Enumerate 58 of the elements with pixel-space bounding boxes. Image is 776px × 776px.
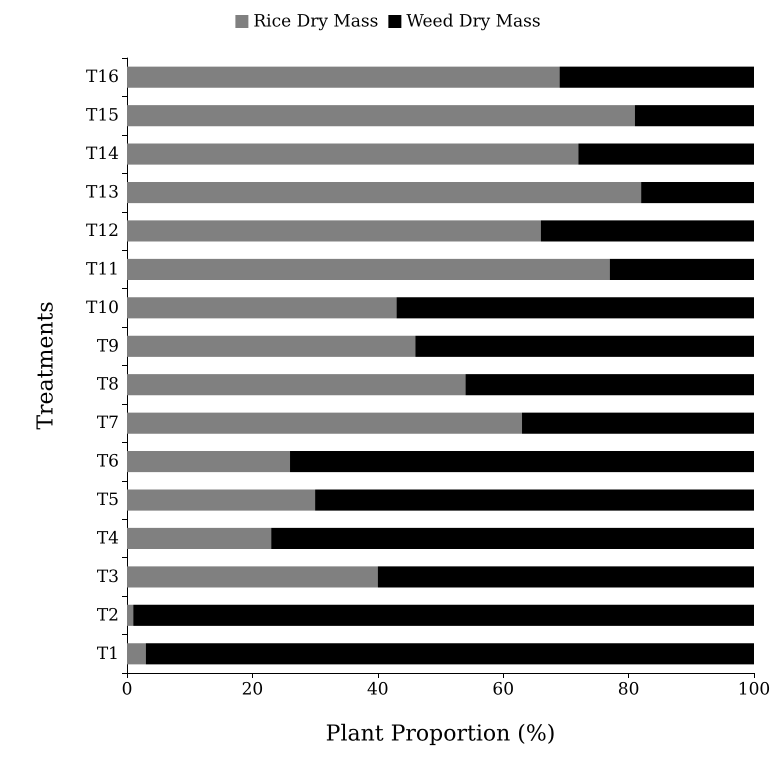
bar [641,182,754,204]
bar [271,528,754,550]
x-tick-label: 100 [738,680,770,700]
y-tick-label: T14 [86,144,119,164]
bar [127,66,560,88]
bar [610,258,754,280]
y-tick-label: T16 [86,67,119,88]
y-tick-label: T15 [86,106,119,126]
x-tick-label: 20 [242,680,264,700]
bar [127,566,378,588]
y-tick-label: T2 [96,605,119,626]
bar [634,105,754,126]
y-tick-label: T13 [86,182,119,203]
bar [127,297,397,318]
bar [127,258,610,280]
y-tick-label: T10 [86,298,119,318]
bar [127,336,416,357]
bar [290,451,754,472]
bar [127,643,146,664]
bar [560,66,754,88]
bar [127,220,541,242]
bar [127,451,290,472]
bar [146,643,754,664]
x-tick-label: 80 [618,680,640,700]
y-axis-title: Treatments [34,301,58,430]
bar [127,604,134,626]
bar [127,144,578,165]
y-tick-label: T11 [86,259,119,280]
bar [127,374,466,396]
x-tick-label: 60 [492,680,514,700]
bar [378,566,754,588]
bar [466,374,754,396]
bar [127,412,522,434]
bar [522,412,754,434]
x-tick-label: 40 [366,680,389,700]
y-tick-label: T9 [96,336,119,356]
y-tick-label: T7 [96,413,119,434]
y-tick-label: T8 [96,374,119,395]
y-tick-label: T4 [96,528,119,548]
y-tick-label: T5 [96,490,119,510]
legend-label: Weed Dry Mass [406,12,541,32]
y-tick-label: T1 [96,644,119,664]
bar [127,182,642,204]
bar [540,220,754,242]
bar [127,489,316,511]
y-tick-label: T12 [86,220,119,241]
bar [415,336,754,357]
bar [315,489,754,511]
y-tick-label: T3 [96,566,119,587]
bar [127,105,635,126]
legend-label: Rice Dry Mass [253,12,378,32]
x-axis-title: Plant Proportion (%) [326,722,556,746]
bar [396,297,754,318]
bar [133,604,754,626]
bar [578,144,754,165]
bar [127,528,272,550]
y-tick-label: T6 [96,452,119,472]
x-tick-label: 0 [122,680,132,700]
